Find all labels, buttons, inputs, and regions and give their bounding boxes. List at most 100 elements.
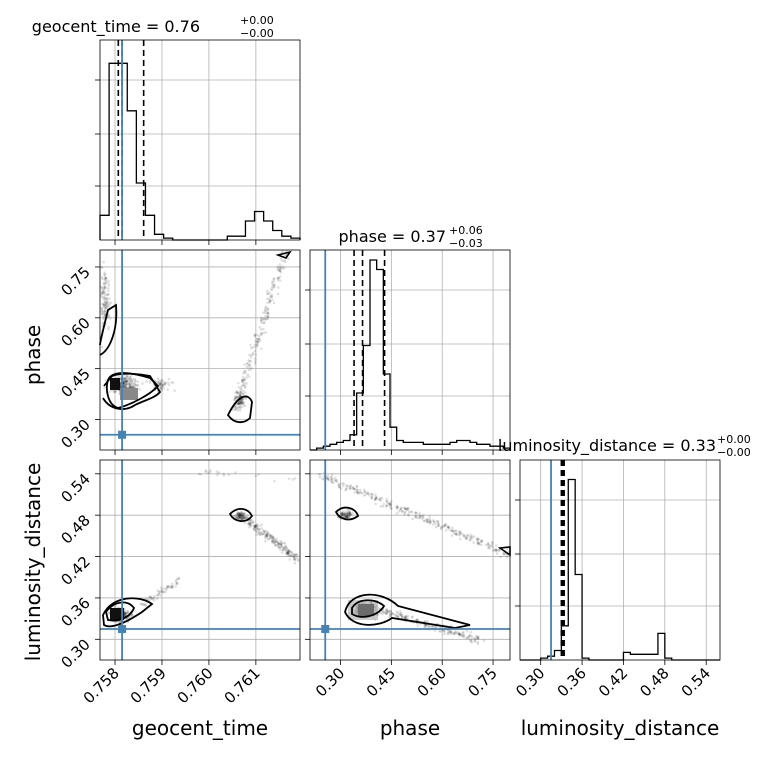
sample-point [255,343,259,346]
sample-point [351,486,355,489]
sample-point [253,526,257,529]
sample-point [115,620,118,624]
sample-point [374,496,378,499]
svg-text:luminosity_distance = 0.33: luminosity_distance = 0.33 [498,436,716,456]
sample-point [418,514,422,518]
sample-point [268,533,271,537]
sample-point [345,515,349,518]
sample-point [240,517,244,520]
sample-point [283,545,287,548]
sample-point [455,533,459,536]
sample-point [102,282,105,285]
sample-point [399,614,403,617]
sample-point [406,508,410,512]
x-tick-label: 0.60 [414,664,450,700]
sample-point [397,510,401,513]
sample-point [276,542,280,546]
sample-point [278,263,282,266]
sample-point [398,508,402,512]
scatter-phase-lumdist [317,471,510,645]
sample-point [129,374,133,378]
sample-point [233,514,236,518]
sample-point [287,549,290,553]
sample-point [123,383,127,386]
sample-point [103,292,107,296]
sample-point [431,519,435,522]
sample-point [254,523,257,527]
sample-point [459,531,463,535]
sample-point [497,549,501,552]
sample-point [241,511,244,515]
sample-point [345,509,349,513]
sample-point [101,302,105,306]
sample-point [267,537,270,541]
sample-point [107,284,111,287]
sample-point [448,630,452,634]
sample-point [348,512,352,515]
sample-point [174,578,178,582]
sample-point [437,524,440,528]
sample-point [129,383,132,387]
sample-point [262,317,266,320]
sample-point [281,548,285,551]
sample-point [255,523,259,526]
sample-point [253,335,257,338]
sample-point [264,331,268,334]
sample-point [389,502,392,505]
sample-point [235,390,239,393]
sample-point [340,511,344,515]
sample-point [122,380,126,384]
sample-point [286,552,290,555]
sample-point [385,612,389,615]
sample-point [104,306,108,309]
sample-point [156,594,160,597]
sample-point [464,536,468,539]
sample-point [127,377,131,381]
sample-point [431,625,435,629]
sample-point [429,520,432,523]
sample-point [469,639,473,642]
contour [228,508,254,522]
sample-point [285,546,288,550]
sample-point [103,294,106,298]
sample-point [276,276,280,280]
title-minus: −0.00 [240,27,274,40]
sample-point [102,296,106,300]
sample-point [448,526,451,530]
sample-point [256,341,260,344]
sample-point [385,504,388,508]
sample-point [262,331,265,335]
sample-point [398,613,402,617]
sample-point [125,380,128,383]
sample-point [114,390,117,394]
sample-point [141,382,144,385]
sample-point [103,282,106,286]
sample-point [231,408,235,412]
sample-point [499,555,502,559]
sample-point [491,541,494,545]
x-tick-label: 0.758 [80,664,123,707]
sample-point [470,640,474,644]
sample-point [462,635,466,639]
sample-point [272,286,276,289]
sample-point [348,487,352,491]
sample-point [280,551,284,554]
sample-point [236,402,240,406]
sample-point [344,488,347,492]
sample-point [329,475,333,479]
sample-point [494,549,498,553]
sample-point [356,490,359,493]
sample-point [130,614,134,617]
sample-point [125,382,128,385]
sample-point [443,524,446,527]
sample-point [346,511,350,515]
sample-point [240,514,243,518]
sample-point [319,472,322,476]
sample-point [416,624,420,628]
sample-point [388,502,391,505]
sample-point [279,543,283,547]
sample-point [375,497,378,500]
sample-point [345,484,348,487]
sample-point [284,545,288,548]
sample-point [283,542,287,545]
